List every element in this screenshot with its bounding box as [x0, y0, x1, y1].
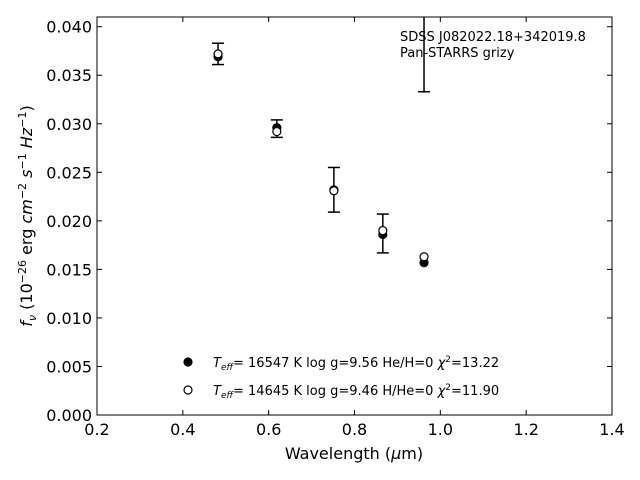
- x-axis: 0.2 0.4 0.6 0.8 1.0 1.2 1.4: [84, 17, 625, 439]
- y-tick-label: 0.005: [46, 357, 92, 376]
- model-markers: [213, 49, 429, 268]
- y-tick-label: 0.035: [46, 66, 92, 85]
- legend-label: Teff= 14645 K log g=9.46 H/He=0 χ2=11.90: [213, 383, 499, 401]
- x-tick-label: 0.8: [342, 420, 367, 439]
- x-tick-label: 1.4: [599, 420, 624, 439]
- x-tick-label: 1.2: [513, 420, 538, 439]
- x-tick-label: 1.0: [428, 420, 453, 439]
- y-axis-label: fν (10−26 erg cm−2 s−1 Hz−1): [16, 105, 39, 326]
- y-tick-label: 0.025: [46, 163, 92, 182]
- x-tick-label: 0.6: [256, 420, 281, 439]
- model-point-db: [378, 225, 388, 236]
- model-point-db: [329, 186, 339, 196]
- observed-error-bars: [212, 17, 431, 254]
- x-tick-label: 0.4: [170, 420, 195, 439]
- y-tick-label: 0.010: [46, 309, 92, 328]
- y-tick-label: 0.000: [46, 406, 92, 425]
- model-point-db: [419, 252, 429, 262]
- legend-marker: [183, 385, 193, 395]
- y-tick-label: 0.020: [46, 212, 92, 231]
- legend-label: Teff= 16547 K log g=9.56 He/H=0 χ2=13.22: [213, 355, 499, 373]
- x-axis-label: Wavelength (μm): [285, 444, 423, 463]
- y-tick-label: 0.040: [46, 18, 92, 37]
- legend: Teff= 16547 K log g=9.56 He/H=0 χ2=13.22…: [183, 355, 499, 401]
- annotation-object: SDSS J082022.18+342019.8: [400, 30, 586, 45]
- x-tick-label: 0.2: [84, 420, 109, 439]
- y-tick-label: 0.030: [46, 115, 92, 134]
- annotation-survey: Pan-STARRS grizy: [400, 46, 515, 61]
- legend-marker: [183, 357, 193, 367]
- model-point-db: [213, 49, 223, 59]
- y-axis: 0.000 0.005 0.010 0.015 0.020 0.025 0.030 0.035…: [46, 18, 612, 425]
- y-tick-label: 0.015: [46, 260, 92, 279]
- model-point-db: [272, 126, 282, 137]
